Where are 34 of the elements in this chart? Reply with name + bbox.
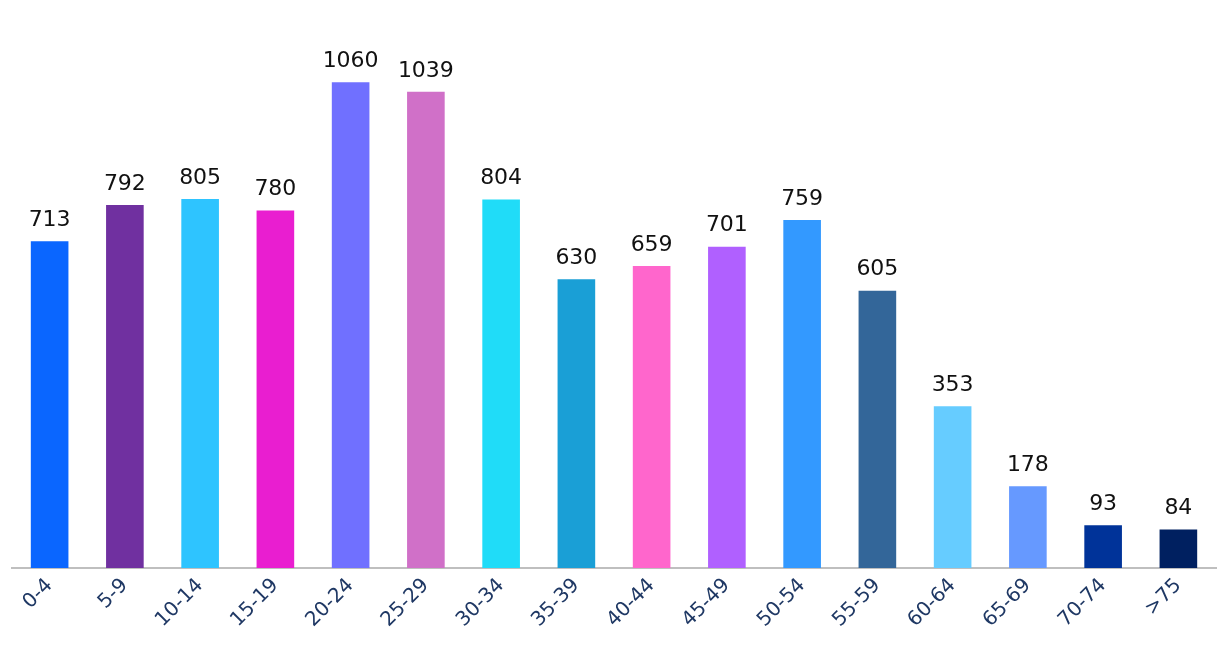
data-label: 713 <box>28 205 71 231</box>
data-label: 804 <box>480 164 523 190</box>
bar <box>858 290 897 568</box>
bar <box>933 406 972 568</box>
data-label: 792 <box>103 169 146 195</box>
data-label: 759 <box>781 184 824 210</box>
bar <box>632 265 671 568</box>
bar <box>1084 525 1122 568</box>
bar <box>783 220 821 568</box>
data-label: 84 <box>1164 494 1193 520</box>
data-label: 605 <box>856 255 899 281</box>
data-label: 701 <box>705 211 748 237</box>
data-label: 659 <box>630 230 673 256</box>
bar <box>1009 486 1047 568</box>
data-label: 630 <box>555 243 598 269</box>
data-label: 780 <box>254 175 297 201</box>
bar <box>557 279 596 568</box>
bar <box>708 246 746 568</box>
bar <box>181 199 219 568</box>
data-label: 1060 <box>322 46 379 72</box>
data-label: 178 <box>1006 451 1049 477</box>
data-label: 353 <box>931 370 974 396</box>
bar <box>407 91 445 568</box>
x-tick-label: 0-4 <box>16 572 57 613</box>
bar <box>106 204 144 568</box>
data-label: 93 <box>1089 490 1118 516</box>
bar <box>30 241 69 568</box>
x-tick-label: 5-9 <box>92 572 133 613</box>
bar <box>256 210 295 568</box>
bar <box>482 199 520 568</box>
bar <box>1159 529 1198 568</box>
data-label: 805 <box>179 163 222 189</box>
bar <box>331 82 370 568</box>
data-label: 1039 <box>397 56 454 82</box>
